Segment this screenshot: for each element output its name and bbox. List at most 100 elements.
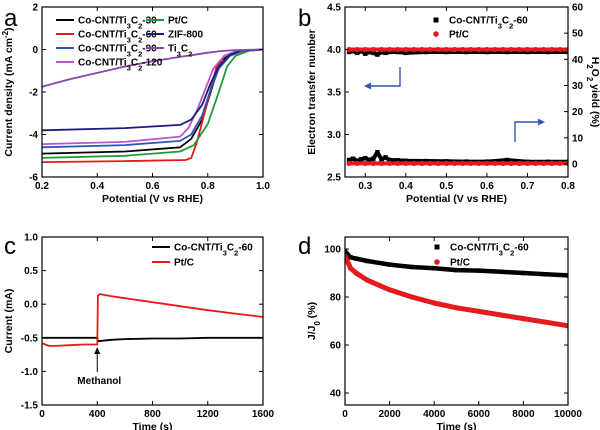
series-point-2 [459,46,466,53]
x-tick-label: 0.4 [90,181,104,192]
y-tick-label: 2.5 [327,173,341,184]
series-point-1 [354,158,360,163]
series-point-3 [492,160,498,166]
y-axis-label: Current density (mA cm-2) [1,27,16,156]
series-point-1 [353,270,359,276]
legend-swatch [434,259,440,265]
series-point-3 [508,160,514,166]
series-point-2 [549,46,555,53]
series-point-1 [364,277,370,283]
series-point-2 [403,46,409,53]
series-point-3 [541,160,547,166]
right-axis-arrowhead [538,118,545,126]
series-point-3 [346,160,352,166]
series-point-0 [565,273,568,278]
series-point-1 [359,157,364,162]
series-point-1 [476,308,482,314]
series-line-1 [42,293,263,347]
series-point-2 [484,46,490,53]
series-point-2 [541,46,547,53]
x-axis-label: Time (s) [436,421,476,430]
series-point-1 [379,157,384,162]
y-right-tick-label: 60 [572,3,584,14]
series-point-1 [498,312,504,318]
panel-d: 0 2000 4000 6000 8000 10000 40 60 80 100 Time (s) J… [298,233,582,430]
series-point-2 [443,46,449,53]
series-point-2 [346,46,352,53]
series-point-0 [476,268,481,273]
x-tick-label: 0.8 [201,181,215,192]
x-tick-label: 1200 [197,409,220,420]
series-point-1 [403,158,409,163]
x-tick-label: 4000 [423,409,446,420]
series-point-2 [476,46,482,53]
y-tick-label: 2 [32,3,38,14]
y-tick-label: 3.5 [327,88,341,99]
series-point-0 [565,49,568,55]
series-point-2 [387,46,393,53]
series-point-2 [395,46,401,53]
series-point-2 [354,46,360,53]
x-tick-label: 6000 [468,409,491,420]
series-point-3 [387,160,393,166]
series-point-2 [468,46,474,53]
x-tick-label: 2000 [378,409,401,420]
x-tick-label: 0.8 [561,181,575,192]
series-point-2 [411,46,417,53]
series-point-0 [365,258,370,264]
series-point-3 [468,160,474,166]
legend-label: Co-CNT/Ti3C2-60 [450,243,529,258]
x-tick-label: 0.4 [399,181,413,192]
series-point-0 [543,272,548,277]
left-axis-arrowhead [364,82,371,90]
series-point-1 [383,155,388,160]
y-tick-label: 40 [330,389,342,400]
legend-label: ZIF-800 [168,30,203,41]
series-line-5 [42,48,263,132]
y-right-tick-label: 50 [572,29,584,40]
series-point-3 [395,160,401,166]
series-point-3 [354,160,360,166]
legend-swatch [433,17,439,23]
series-point-1 [409,294,415,300]
y-tick-label: 1.0 [24,233,38,244]
y-tick-label: 0.5 [24,266,38,277]
series-point-0 [432,266,437,271]
series-point-3 [565,160,568,166]
series-point-0 [545,49,550,55]
series-point-1 [543,319,549,325]
legend-swatch [434,244,440,250]
legend-label: Ti3C2 [168,44,192,59]
x-tick-label: 0 [342,409,348,420]
series-point-3 [362,160,368,166]
series-point-3 [378,160,385,166]
series-point-1 [387,157,392,163]
y-tick-label: -6 [29,173,38,184]
series-point-1 [371,156,376,161]
x-tick-label: 800 [144,409,161,420]
series-line-0 [42,336,263,343]
x-axis-label: Time (s) [132,421,172,430]
series-point-0 [504,49,510,55]
legend-label: Co-CNT/Ti3C2-90 [78,44,157,59]
series-point-0 [353,256,359,261]
x-tick-label: 1600 [252,409,275,420]
series-point-3 [549,160,555,166]
series-point-0 [464,49,469,55]
series-point-2 [524,46,531,53]
series-point-3 [557,160,563,166]
series-point-1 [367,157,372,162]
series-point-3 [411,160,417,166]
y-tick-label: 80 [330,293,342,304]
x-tick-label: 0.5 [439,181,453,192]
series-point-2 [435,46,441,53]
y-right-tick-label: 30 [572,81,584,92]
y-right-axis-label: H2O2 yield (%) [586,57,600,128]
series-point-1 [453,305,460,311]
y-tick-label: -1.0 [21,367,39,378]
legend-label: Pt/C [449,30,469,41]
series-point-1 [520,316,527,322]
series-point-0 [409,264,415,270]
series-point-0 [383,50,388,56]
